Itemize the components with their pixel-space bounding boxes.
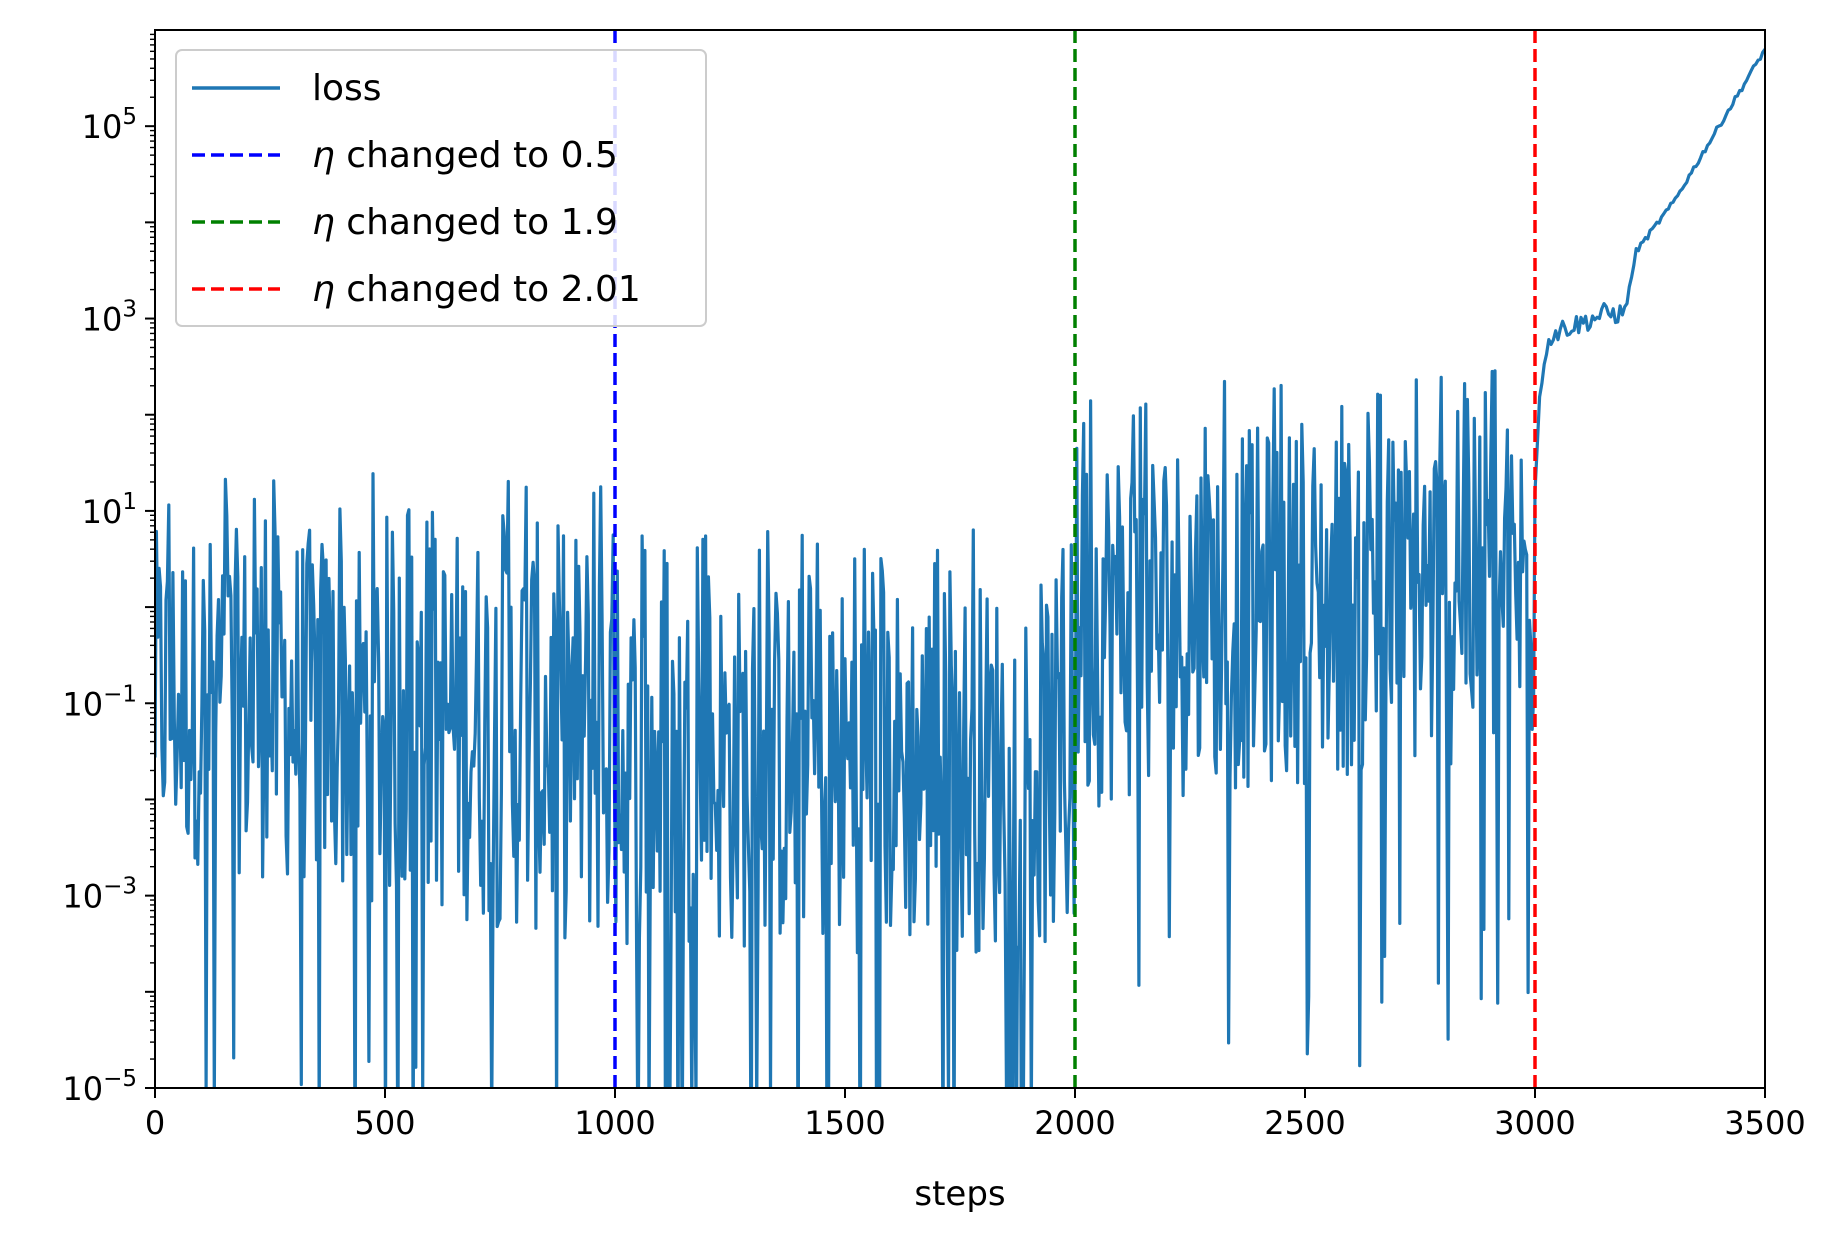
- y-tick-label: 10−3: [62, 874, 137, 916]
- legend-label: η changed to 2.01: [312, 269, 641, 310]
- y-tick-label: 105: [82, 104, 137, 146]
- x-tick-label: 0: [145, 1104, 165, 1142]
- x-tick-label: 1500: [804, 1104, 885, 1142]
- legend-box: [175, 49, 707, 327]
- y-tick-label: 103: [82, 297, 137, 339]
- x-tick-label: 3000: [1494, 1104, 1575, 1142]
- legend-label: loss: [312, 68, 382, 109]
- x-tick-label: 1000: [574, 1104, 655, 1142]
- y-tick-label: 101: [82, 489, 137, 531]
- x-tick-label: 2500: [1264, 1104, 1345, 1142]
- legend-label: η changed to 0.5: [312, 135, 618, 176]
- plot-frame: [154, 29, 1766, 1089]
- loss-series-line: [155, 48, 1765, 1088]
- y-tick-label: 10−1: [62, 681, 137, 723]
- legend-label: η changed to 1.9: [312, 202, 618, 243]
- y-tick-label: 10−5: [62, 1066, 137, 1108]
- x-tick-label: 2000: [1034, 1104, 1115, 1142]
- x-tick-label: 500: [354, 1104, 415, 1142]
- x-tick-label: 3500: [1724, 1104, 1805, 1142]
- x-axis-title: steps: [914, 1174, 1005, 1214]
